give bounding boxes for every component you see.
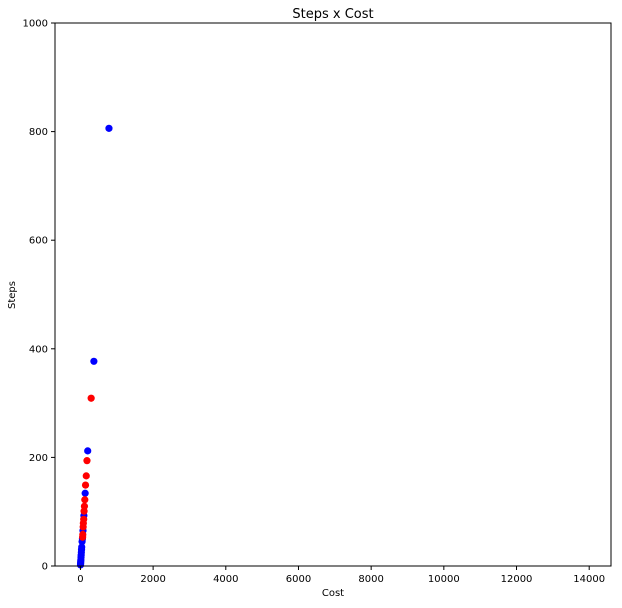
scatter-point xyxy=(83,457,91,465)
scatter-point xyxy=(79,523,87,531)
y-axis: 0 200 400 600 800 1000 xyxy=(23,19,55,573)
y-tick-label: 1000 xyxy=(23,19,48,30)
x-tick-label: 4000 xyxy=(213,574,238,585)
x-tick-label: 8000 xyxy=(358,574,383,585)
x-tick-label: 0 xyxy=(77,574,83,585)
plot-frame xyxy=(54,22,612,567)
scatter-series xyxy=(79,394,95,541)
y-tick-label: 600 xyxy=(29,236,48,247)
scatter-point xyxy=(79,533,87,541)
scatter-point xyxy=(81,481,90,489)
y-tick-label: 800 xyxy=(29,127,48,138)
scatter-point xyxy=(84,447,92,455)
scatter-point xyxy=(87,394,95,402)
y-tick-label: 200 xyxy=(29,453,48,464)
scatter-point xyxy=(82,472,90,480)
x-axis: 0 2000 4000 6000 8000 10000 12000 14000 xyxy=(77,566,605,585)
chart-title: Steps x Cost xyxy=(292,7,373,22)
scatter-point xyxy=(81,496,89,504)
x-tick-label: 10000 xyxy=(428,574,460,585)
x-tick-label: 2000 xyxy=(140,574,165,585)
scatter-point xyxy=(90,357,98,365)
y-tick-label: 400 xyxy=(29,344,48,355)
scatter-point xyxy=(105,124,113,132)
scatter-point xyxy=(80,507,88,515)
x-tick-label: 12000 xyxy=(501,574,533,585)
plot-area xyxy=(76,124,113,569)
scatter-point xyxy=(76,561,85,569)
x-tick-label: 14000 xyxy=(573,574,605,585)
scatter-point xyxy=(81,489,89,497)
y-axis-label: Steps xyxy=(7,281,18,309)
x-axis-label: Cost xyxy=(322,588,344,599)
x-tick-label: 6000 xyxy=(286,574,311,585)
y-tick-label: 0 xyxy=(42,562,48,573)
